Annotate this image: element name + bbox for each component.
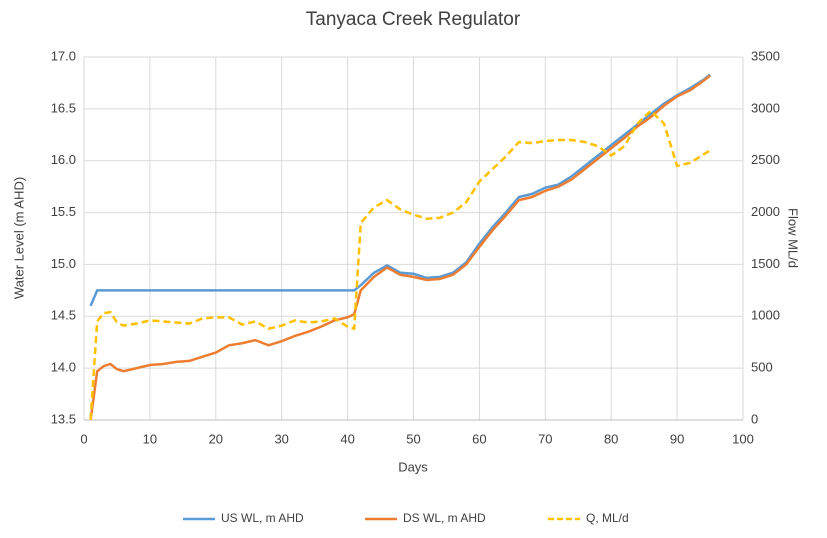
- x-tick-label: 50: [406, 431, 420, 446]
- y-tick-label: 14.5: [51, 308, 76, 323]
- x-axis-label: Days: [398, 459, 428, 474]
- x-tick-label: 0: [80, 431, 87, 446]
- x-tick-label: 80: [604, 431, 618, 446]
- series-line: [89, 74, 711, 421]
- legend-label: US WL, m AHD: [221, 511, 304, 525]
- y2-tick-label: 3000: [751, 100, 780, 115]
- y-tick-label: 13.5: [51, 411, 76, 426]
- y-tick-label: 17.0: [51, 48, 76, 63]
- y-tick-label: 15.5: [51, 204, 76, 219]
- x-tick-label: 60: [472, 431, 486, 446]
- y-tick-label: 16.5: [51, 100, 76, 115]
- y2-tick-label: 3500: [751, 48, 780, 63]
- y-tick-label: 16.0: [51, 152, 76, 167]
- y2-tick-label: 1000: [751, 308, 780, 323]
- y2-tick-label: 0: [751, 411, 758, 426]
- x-tick-label: 30: [274, 431, 288, 446]
- y2-tick-label: 1500: [751, 256, 780, 271]
- series-line: [89, 109, 711, 421]
- y2-tick-label: 2000: [751, 204, 780, 219]
- x-tick-label: 100: [732, 431, 754, 446]
- y-axis-label: Water Level (m AHD): [11, 177, 26, 299]
- x-tick-label: 20: [209, 431, 223, 446]
- y2-axis-label: Flow ML/d: [786, 208, 801, 268]
- y2-tick-label: 2500: [751, 152, 780, 167]
- legend-label: DS WL, m AHD: [403, 511, 486, 525]
- x-tick-label: 90: [670, 431, 684, 446]
- x-tick-label: 10: [143, 431, 157, 446]
- x-tick-label: 70: [538, 431, 552, 446]
- y-tick-label: 14.0: [51, 360, 76, 375]
- y-tick-label: 15.0: [51, 256, 76, 271]
- legend-label: Q, ML/d: [586, 511, 629, 525]
- y2-tick-label: 500: [751, 360, 773, 375]
- chart-title: Tanyaca Creek Regulator: [306, 9, 521, 30]
- x-tick-label: 40: [340, 431, 354, 446]
